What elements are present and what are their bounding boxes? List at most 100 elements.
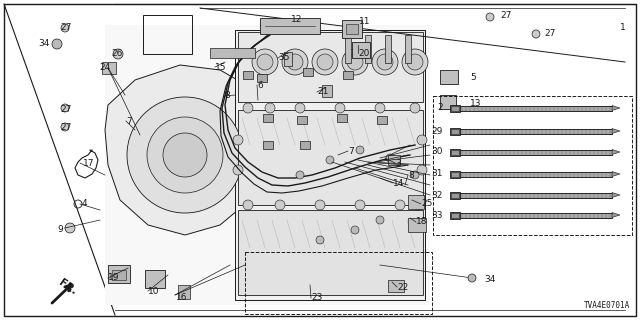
Bar: [238, 210, 423, 295]
Bar: [238, 110, 423, 205]
Bar: [451, 193, 459, 197]
Text: FR.: FR.: [57, 278, 79, 297]
Circle shape: [386, 154, 394, 162]
Bar: [238, 32, 423, 102]
Text: 18: 18: [416, 218, 428, 227]
Circle shape: [372, 49, 398, 75]
Circle shape: [342, 49, 368, 75]
Bar: [460, 212, 612, 218]
Circle shape: [376, 216, 384, 224]
Bar: [352, 42, 370, 58]
Bar: [377, 116, 387, 124]
Circle shape: [296, 171, 304, 179]
Bar: [451, 172, 459, 177]
Circle shape: [486, 13, 494, 21]
Circle shape: [233, 165, 243, 175]
Text: 4: 4: [82, 198, 88, 207]
Polygon shape: [105, 65, 270, 235]
Circle shape: [355, 200, 365, 210]
Bar: [260, 18, 320, 34]
Bar: [112, 270, 126, 280]
Circle shape: [335, 103, 345, 113]
Circle shape: [411, 171, 419, 179]
Text: 27: 27: [500, 12, 511, 20]
Circle shape: [413, 200, 423, 210]
Bar: [450, 127, 460, 134]
Text: 3: 3: [395, 158, 401, 167]
Text: 34: 34: [38, 38, 49, 47]
Text: 29: 29: [431, 126, 443, 135]
Circle shape: [417, 135, 427, 145]
Circle shape: [65, 223, 75, 233]
Text: 31: 31: [431, 170, 443, 179]
Text: 20: 20: [358, 49, 369, 58]
Circle shape: [417, 165, 427, 175]
Text: 21: 21: [317, 87, 328, 97]
Circle shape: [402, 49, 428, 75]
Circle shape: [468, 274, 476, 282]
Circle shape: [113, 49, 123, 59]
Circle shape: [410, 103, 420, 113]
Circle shape: [265, 103, 275, 113]
Polygon shape: [612, 149, 620, 155]
Bar: [257, 74, 267, 82]
Bar: [210, 48, 255, 58]
Text: 7: 7: [126, 116, 132, 125]
Polygon shape: [235, 30, 425, 300]
Text: 14: 14: [393, 179, 404, 188]
Bar: [365, 35, 371, 63]
Circle shape: [375, 103, 385, 113]
Circle shape: [252, 49, 278, 75]
Bar: [345, 35, 351, 63]
Bar: [388, 155, 400, 165]
Text: 12: 12: [291, 15, 302, 25]
Bar: [440, 95, 456, 109]
Circle shape: [351, 226, 359, 234]
Bar: [460, 129, 612, 133]
Bar: [245, 252, 432, 314]
Bar: [143, 15, 192, 54]
Text: 7: 7: [348, 147, 354, 156]
Bar: [388, 280, 404, 292]
Circle shape: [61, 24, 69, 32]
Bar: [451, 149, 459, 155]
Circle shape: [287, 54, 303, 70]
Text: 9: 9: [57, 226, 63, 235]
Polygon shape: [105, 25, 430, 305]
Bar: [433, 96, 632, 235]
Bar: [450, 105, 460, 111]
Bar: [405, 35, 411, 63]
Text: 22: 22: [397, 283, 408, 292]
Text: 8: 8: [408, 171, 413, 180]
Text: 23: 23: [311, 293, 323, 302]
Circle shape: [316, 236, 324, 244]
Text: 24: 24: [99, 63, 110, 73]
Bar: [460, 193, 612, 197]
Text: 6: 6: [257, 81, 263, 90]
Circle shape: [61, 123, 69, 131]
Text: 32: 32: [431, 190, 443, 199]
Text: 16: 16: [176, 292, 188, 301]
Bar: [408, 218, 426, 232]
Circle shape: [326, 156, 334, 164]
Circle shape: [52, 39, 62, 49]
Bar: [300, 141, 310, 149]
Bar: [450, 171, 460, 178]
Text: 30: 30: [431, 148, 443, 156]
Text: 27: 27: [60, 123, 72, 132]
Bar: [284, 52, 292, 66]
Bar: [450, 148, 460, 156]
Bar: [322, 85, 332, 97]
Bar: [460, 106, 612, 110]
Circle shape: [282, 49, 308, 75]
Circle shape: [163, 133, 207, 177]
Bar: [102, 62, 116, 74]
Circle shape: [243, 200, 253, 210]
Text: 25: 25: [421, 199, 433, 209]
Circle shape: [315, 200, 325, 210]
Bar: [342, 20, 362, 38]
Circle shape: [312, 49, 338, 75]
Circle shape: [275, 200, 285, 210]
Bar: [337, 114, 347, 122]
Bar: [440, 70, 458, 84]
